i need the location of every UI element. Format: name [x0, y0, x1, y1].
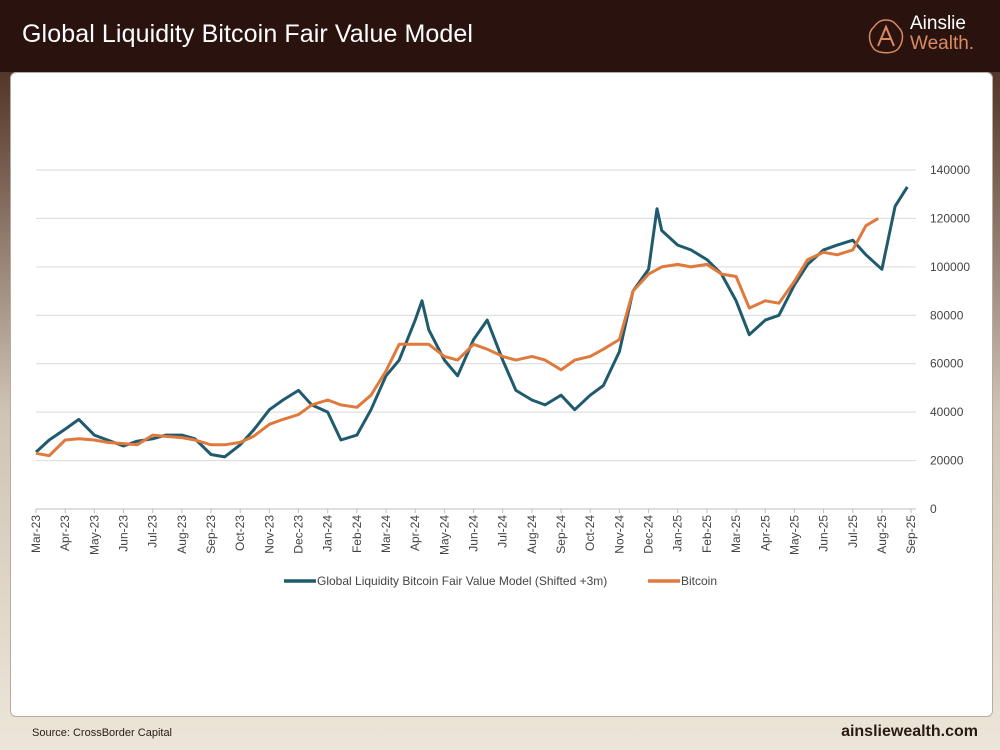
x-tick-label: Apr-24 — [408, 515, 422, 551]
page-title: Global Liquidity Bitcoin Fair Value Mode… — [22, 20, 474, 48]
x-tick-label: Aug-23 — [175, 515, 189, 554]
x-tick-label: Jan-24 — [321, 515, 335, 552]
x-tick-label: Nov-23 — [262, 515, 276, 554]
x-tick-label: Jan-25 — [671, 515, 685, 552]
x-tick-label: May-23 — [87, 515, 101, 555]
x-tick-label: Oct-24 — [583, 515, 597, 551]
x-tick-label: Sep-25 — [904, 515, 918, 554]
x-tick-label: Jun-25 — [817, 515, 831, 552]
x-tick-label: Nov-24 — [612, 515, 626, 554]
x-tick-label: Aug-25 — [875, 515, 889, 554]
chart-panel — [10, 72, 993, 717]
x-tick-label: Jul-24 — [496, 515, 510, 548]
fair-value-series-line — [34, 186, 909, 459]
logo-a-icon — [868, 19, 904, 54]
y-tick-label: 100000 — [930, 260, 970, 274]
x-tick-label: Feb-25 — [700, 515, 714, 553]
y-tick-label: 60000 — [930, 357, 964, 371]
x-tick-label: Oct-23 — [233, 515, 247, 551]
x-tick-label: Sep-23 — [204, 515, 218, 554]
x-tick-label: Mar-24 — [379, 515, 393, 553]
x-tick-label: Jun-23 — [117, 515, 131, 552]
y-tick-label: 80000 — [930, 308, 964, 322]
y-tick-label: 20000 — [930, 454, 964, 468]
x-tick-label: Jul-25 — [846, 515, 860, 548]
x-tick-label: May-24 — [437, 515, 451, 555]
source-note: Source: CrossBorder Capital — [32, 727, 173, 739]
logo-text-ainslie: Ainslie — [910, 13, 966, 34]
legend-label: Global Liquidity Bitcoin Fair Value Mode… — [317, 574, 607, 588]
y-tick-label: 120000 — [930, 211, 970, 225]
legend-label: Bitcoin — [681, 574, 717, 588]
x-tick-label: Feb-24 — [350, 515, 364, 553]
y-tick-label: 0 — [930, 502, 937, 516]
x-tick-label: Mar-23 — [29, 515, 43, 553]
x-tick-label: Jul-23 — [146, 515, 160, 548]
logo-text-wealth: Wealth. — [910, 33, 975, 54]
ainslie-wealth-logo: Ainslie Wealth. — [866, 14, 996, 60]
x-tick-label: Aug-24 — [525, 515, 539, 554]
y-tick-label: 40000 — [930, 405, 964, 419]
x-tick-label: May-25 — [787, 515, 801, 555]
x-tick-label: Apr-23 — [58, 515, 72, 551]
x-tick-label: Apr-25 — [758, 515, 772, 551]
website-link[interactable]: ainsliewealth.com — [841, 723, 978, 740]
x-tick-label: Mar-25 — [729, 515, 743, 553]
x-tick-label: Jun-24 — [467, 515, 481, 552]
x-tick-label: Dec-23 — [292, 515, 306, 554]
bitcoin-series-line — [35, 217, 879, 458]
header: Global Liquidity Bitcoin Fair Value Mode… — [0, 0, 1000, 72]
y-tick-label: 140000 — [930, 163, 970, 177]
x-tick-label: Dec-24 — [642, 515, 656, 554]
x-tick-label: Sep-24 — [554, 515, 568, 554]
